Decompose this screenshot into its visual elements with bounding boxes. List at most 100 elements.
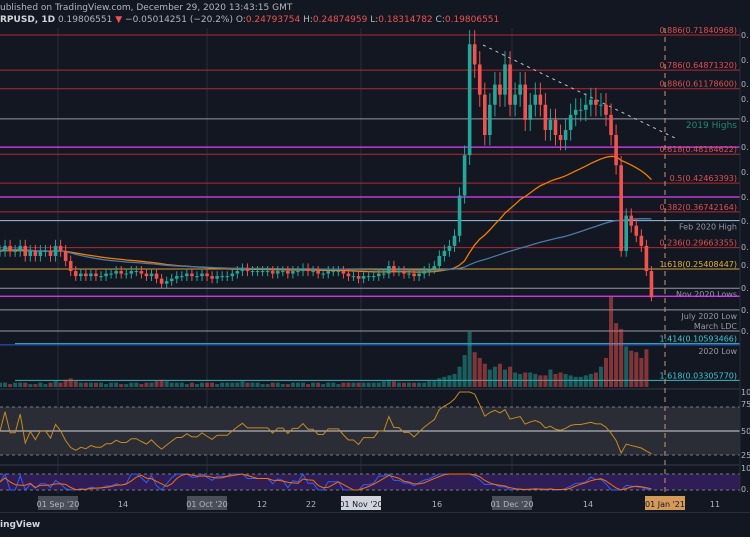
volume-bar: [396, 382, 401, 387]
volume-bar: [8, 384, 13, 387]
volume-bar: [447, 375, 452, 387]
price-axis-label: 0.: [741, 168, 749, 177]
volume-bar: [109, 382, 114, 387]
candle-body: [356, 276, 361, 279]
candle-body: [553, 119, 558, 135]
published-line: ublished on TradingView.com, December 29…: [0, 3, 293, 13]
volume-bar: [255, 382, 260, 387]
volume-bar: [275, 382, 280, 387]
volume-bar: [351, 382, 356, 387]
candle-body: [84, 273, 88, 277]
candle-body: [58, 245, 63, 251]
candle-body: [174, 276, 179, 279]
candle-body: [301, 268, 305, 272]
candle-body: [129, 271, 134, 274]
candle-body: [437, 255, 442, 267]
candle-body: [245, 268, 250, 272]
symbol[interactable]: RPUSD, 1D: [0, 15, 56, 25]
triangle-down-icon: ▼: [115, 15, 123, 25]
volume-bar: [604, 357, 608, 387]
volume-bar: [593, 372, 598, 387]
time-axis-label: 11: [710, 500, 720, 509]
volume-bar: [644, 349, 649, 387]
ohlc-line: RPUSD, 1D 0.19806551 ▼ −0.05014251 (−20.…: [0, 14, 750, 26]
volume-bar: [553, 373, 558, 387]
volume-bar: [503, 369, 507, 387]
volume-bar: [548, 369, 553, 387]
volume-bar: [462, 355, 467, 387]
volume-bar: [235, 382, 240, 387]
candle-body: [528, 104, 533, 120]
volume-bar: [432, 381, 437, 387]
time-axis-label: 22: [306, 500, 316, 509]
ema-line: [0, 155, 652, 273]
volume-bar: [331, 382, 336, 387]
last-price: 0.19806551: [57, 15, 113, 25]
candle-body: [639, 235, 644, 246]
candle-body: [33, 250, 38, 256]
price-level-label: 1.618(0.25408447): [660, 260, 738, 269]
volume-bar: [78, 382, 83, 387]
volume-bar: [558, 372, 563, 387]
volume-bar: [366, 382, 371, 387]
candle-body: [321, 273, 325, 275]
candle-body: [366, 276, 371, 278]
volume-bar: [306, 384, 311, 387]
price-axis-label: 0.: [741, 217, 749, 226]
volume-bar: [508, 366, 513, 387]
candle-body: [275, 271, 280, 274]
price-level-label: 2019 Highs: [686, 121, 737, 131]
price-chart[interactable]: 0.886(0.71840968) 0.786(0.64871320) 0.886(…: [0, 0, 750, 512]
candle-body: [316, 271, 320, 274]
volume-bar: [174, 382, 179, 387]
volume-bar: [230, 382, 235, 387]
price-level-label: 0.382(0.36742164): [660, 203, 738, 212]
volume-bar: [639, 357, 644, 387]
stoch-k-line: [0, 472, 652, 491]
candle-body: [180, 276, 184, 278]
candle-body: [518, 84, 522, 95]
close-label: C:: [435, 15, 445, 25]
volume-bar: [402, 382, 406, 387]
candle-body: [114, 271, 118, 274]
volume-bar: [200, 382, 204, 387]
candle-body: [382, 273, 386, 275]
candle-body: [483, 94, 487, 135]
volume-bar: [412, 382, 417, 387]
volume-bar: [442, 376, 447, 387]
candle-body: [341, 271, 346, 274]
volume-bar: [215, 384, 220, 387]
price-level-label: 1.618(0.03305770): [660, 371, 738, 380]
candle-body: [376, 273, 381, 277]
price-axis-label: 0.: [741, 31, 749, 40]
volume-bar: [629, 350, 634, 387]
candle-body: [417, 273, 421, 277]
volume-bar: [280, 384, 285, 387]
tradingview-brand: ingView: [0, 520, 41, 530]
candle-body: [472, 44, 477, 65]
sma-line: [0, 218, 652, 271]
volume-bar: [417, 382, 422, 387]
time-axis-label-box: [187, 496, 227, 510]
volume-bar: [13, 382, 18, 387]
price-axis: [740, 28, 750, 493]
candle-body: [629, 215, 634, 226]
candle-body: [311, 271, 315, 273]
candle-body: [63, 250, 68, 261]
volume-bar: [93, 382, 98, 387]
volume-bar: [624, 346, 629, 387]
candle-body: [477, 64, 482, 95]
time-axis-label: 01 Sep '20: [37, 500, 80, 509]
candle-body: [619, 165, 623, 251]
price-axis-label: 0.: [741, 115, 749, 124]
price-axis-label: 0.: [741, 306, 749, 315]
candle-body: [200, 273, 204, 277]
candle-body: [99, 276, 103, 278]
candle-body: [397, 271, 401, 273]
volume-bar: [538, 375, 543, 387]
candle-body: [104, 273, 108, 277]
candle-body: [498, 84, 502, 95]
price-level-label: 0.618(0.48184622): [660, 145, 738, 154]
candle-body: [94, 273, 98, 277]
volume-bar: [184, 384, 189, 387]
